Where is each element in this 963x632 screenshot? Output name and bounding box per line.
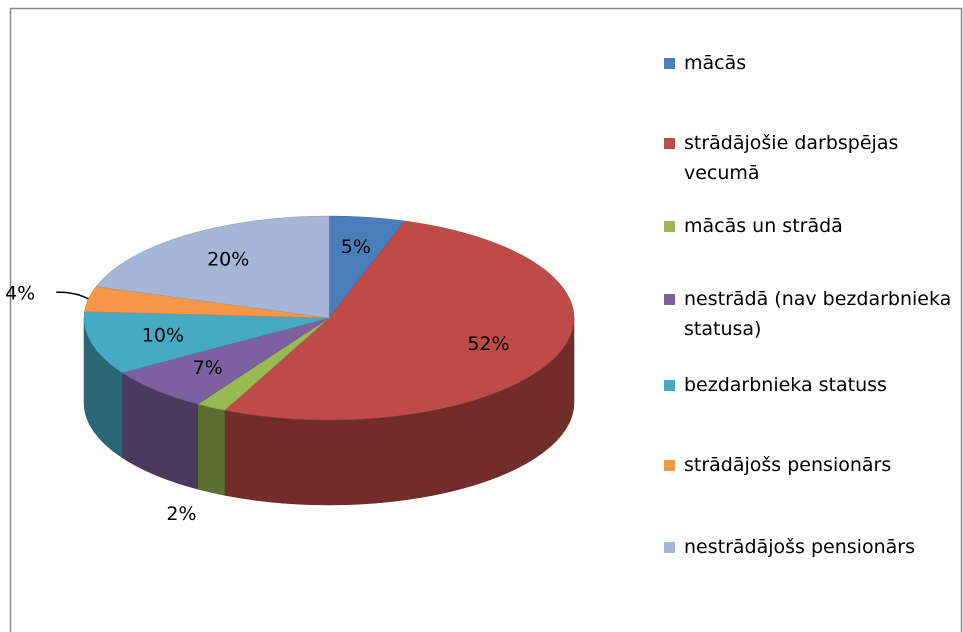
legend-entry: bezdarbnieka statuss [664, 370, 954, 400]
data-label: 2% [166, 503, 196, 525]
pie-slice-side [197, 403, 225, 496]
legend-swatch [664, 294, 675, 305]
legend-label: mācās un strādā [684, 215, 843, 237]
legend-swatch [664, 542, 675, 553]
data-label: 7% [193, 357, 223, 379]
data-label: 4% [5, 283, 35, 305]
data-label: 20% [207, 249, 249, 271]
pie-slice [121, 317, 330, 405]
data-label: 5% [341, 236, 371, 258]
data-label: 52% [467, 333, 509, 355]
leader-line [56, 291, 89, 300]
legend-entry: mācās [664, 48, 954, 78]
legend-swatch [664, 221, 675, 232]
legend-label: strādājošie darbspējas vecumā [684, 132, 899, 184]
legend-swatch [664, 138, 675, 149]
legend-entry: strādājošie darbspējas vecumā [664, 128, 954, 188]
legend-label: mācās [684, 52, 747, 74]
legend-entry: nestrādā (nav bezdarbnieka statusa) [664, 284, 954, 344]
legend-swatch [664, 380, 675, 391]
legend-label: strādājošs pensionārs [684, 454, 892, 476]
legend-swatch [664, 58, 675, 69]
legend-swatch [664, 460, 675, 471]
legend-entry: strādājošs pensionārs [664, 450, 954, 480]
legend-entry: nestrādājošs pensionārs [664, 532, 954, 562]
pie-slice [224, 220, 575, 421]
legend-entry: mācās un strādā [664, 211, 954, 241]
legend-label: nestrādā (nav bezdarbnieka statusa) [684, 288, 952, 340]
pie-slice [95, 215, 330, 319]
pie-slice [83, 311, 330, 373]
legend-label: bezdarbnieka statuss [684, 374, 887, 396]
legend-label: nestrādājošs pensionārs [684, 536, 915, 558]
chart-border [9, 7, 963, 632]
data-label: 10% [142, 324, 184, 346]
